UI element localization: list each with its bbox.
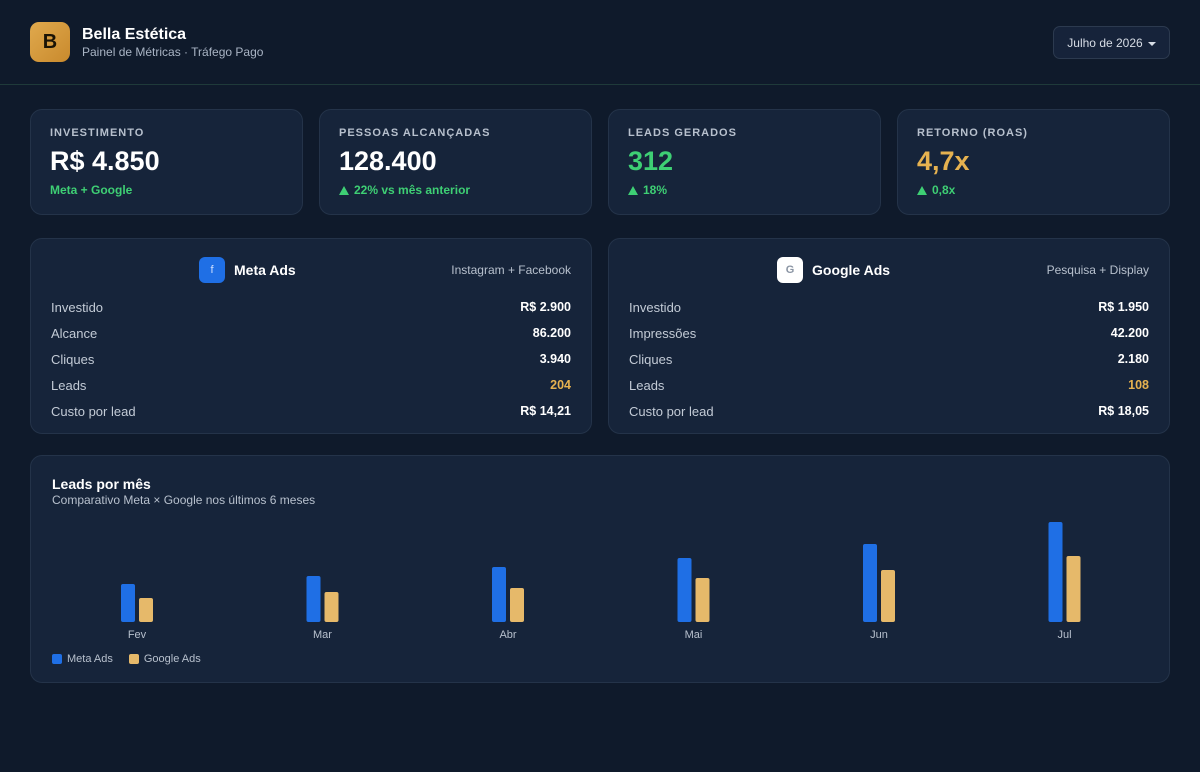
metric-value: 108 (1128, 378, 1149, 392)
bar-meta-jun (863, 544, 877, 622)
metric-label: Leads (51, 377, 87, 393)
arrow-up-icon (917, 185, 927, 195)
legend-swatch (128, 654, 139, 664)
metric-label: Alcance (51, 325, 98, 341)
meta-ads-metrics: Investido R$ 2.900 Alcance 86.200 Cliques 3… (51, 294, 571, 424)
kpi-card-investimento: INVESTIMENTO R$ 4.850 Meta + Google (30, 109, 303, 215)
leads-chart-card: Leads por mês Comparativo Meta × Google … (30, 455, 1170, 683)
kpi-value: 312 (628, 146, 674, 176)
x-tick-label: Mai (685, 629, 703, 641)
legend-label: Meta Ads (67, 653, 113, 665)
brand-logo: B (30, 22, 70, 62)
kpi-note: 22% vs mês anterior (339, 183, 470, 197)
metric-row: Alcance 86.200 (51, 320, 571, 346)
metric-label: Investido (51, 299, 104, 315)
metric-label: Custo por lead (629, 403, 714, 419)
google-ads-title: Google Ads (812, 262, 891, 278)
metric-value: R$ 2.900 (520, 300, 571, 314)
google-ads-metrics: Investido R$ 1.950 Impressões 42.200 Cliqu… (629, 294, 1149, 424)
google-ads-subtitle: Pesquisa + Display (1046, 263, 1149, 277)
legend-swatch (52, 654, 62, 664)
metric-value: 3.940 (539, 352, 571, 366)
metric-label: Impressões (629, 325, 697, 341)
metric-row: Cliques 2.180 (629, 346, 1149, 372)
bar-google-jun (881, 570, 895, 622)
x-tick-label: Jul (1057, 629, 1071, 641)
metric-row: Custo por lead R$ 14,21 (51, 398, 571, 424)
legend-label: Google Ads (143, 653, 201, 665)
kpi-card-alcance: PESSOAS ALCANÇADAS 128.400 22% vs mês an… (319, 109, 592, 215)
kpi-note-text: 0,8x (932, 183, 956, 197)
bar-google-fev (139, 598, 153, 622)
bar-meta-abr (492, 567, 506, 622)
metric-value: R$ 1.950 (1098, 300, 1149, 314)
metric-row: Custo por lead R$ 18,05 (629, 398, 1149, 424)
facebook-icon: f (199, 257, 225, 283)
kpi-card-leads: LEADS GERADOS 312 18% (608, 109, 881, 215)
bar-google-abr (510, 588, 524, 622)
metric-value: R$ 14,21 (520, 404, 571, 418)
kpi-note-text: 18% (643, 183, 668, 197)
meta-ads-card: f Meta Ads Instagram + Facebook Investid… (30, 238, 592, 434)
kpi-note: Meta + Google (50, 183, 132, 197)
kpi-note-text: 22% vs mês anterior (354, 183, 471, 197)
bar-google-mar (324, 592, 339, 622)
metric-row: Investido R$ 1.950 (629, 294, 1149, 320)
month-selector[interactable]: Julho de 2026 (1053, 26, 1170, 59)
x-tick-label: Fev (128, 629, 147, 641)
kpi-value: R$ 4.850 (50, 146, 160, 176)
metric-label: Leads (629, 377, 665, 393)
arrow-up-icon (339, 185, 349, 195)
kpi-note-text: Meta + Google (50, 183, 133, 197)
metric-value: R$ 18,05 (1098, 404, 1149, 418)
google-ads-card: G Google Ads Pesquisa + Display Investid… (608, 238, 1170, 434)
kpi-label: RETORNO (ROAS) (917, 127, 1028, 139)
google-icon: G (777, 257, 803, 283)
legend-item-meta: Meta Ads (52, 653, 113, 665)
metric-label: Investido (629, 299, 682, 315)
kpi-card-roas: RETORNO (ROAS) 4,7x 0,8x (897, 109, 1170, 215)
metric-value: 42.200 (1110, 326, 1149, 340)
chart-subtitle: Comparativo Meta × Google nos últimos 6 … (52, 493, 316, 507)
header: B Bella Estética Painel de Métricas · Tr… (0, 0, 1200, 85)
metric-value: 2.180 (1117, 352, 1149, 366)
bar-meta-fev (121, 584, 135, 622)
x-tick-label: Mar (313, 629, 332, 641)
bar-google-mai (695, 578, 710, 622)
x-tick-label: Jun (870, 629, 888, 641)
brand-title: Bella Estética (82, 26, 187, 43)
bar-google-jul (1066, 556, 1081, 622)
metric-value: 86.200 (532, 326, 571, 340)
metric-row: Investido R$ 2.900 (51, 294, 571, 320)
kpi-note: 18% (628, 183, 667, 197)
kpi-value: 4,7x (917, 146, 970, 176)
metric-row: Cliques 3.940 (51, 346, 571, 372)
bar-meta-jul (1048, 522, 1063, 622)
meta-ads-subtitle: Instagram + Facebook (451, 263, 571, 277)
metric-row: Impressões 42.200 (629, 320, 1149, 346)
metric-label: Custo por lead (51, 403, 136, 419)
brand-subtitle: Painel de Métricas · Tráfego Pago (82, 45, 264, 59)
meta-ads-title: Meta Ads (234, 262, 296, 278)
kpi-note: 0,8x (917, 183, 955, 197)
kpi-label: PESSOAS ALCANÇADAS (339, 127, 491, 139)
bar-meta-mai (677, 558, 692, 622)
arrow-up-icon (628, 185, 638, 195)
legend-item-google: Google Ads (128, 653, 201, 665)
metric-row: Leads 108 (629, 372, 1149, 398)
month-selector-label: Julho de 2026 (1067, 35, 1143, 50)
bar-meta-mar (306, 576, 321, 622)
kpi-label: LEADS GERADOS (628, 127, 737, 139)
metric-row: Leads 204 (51, 372, 571, 398)
x-tick-label: Abr (499, 629, 516, 641)
kpi-value: 128.400 (339, 146, 437, 176)
kpi-label: INVESTIMENTO (50, 127, 145, 139)
metric-value: 204 (550, 378, 571, 392)
metric-label: Cliques (51, 351, 95, 367)
chevron-down-icon (1147, 41, 1156, 46)
leads-bar-chart: Fev Mar Abr Mai Jun Jul (121, 522, 1081, 641)
chart-title: Leads por mês (52, 476, 151, 492)
chart-legend: Meta Ads Google Ads (52, 653, 201, 665)
metric-label: Cliques (629, 351, 673, 367)
